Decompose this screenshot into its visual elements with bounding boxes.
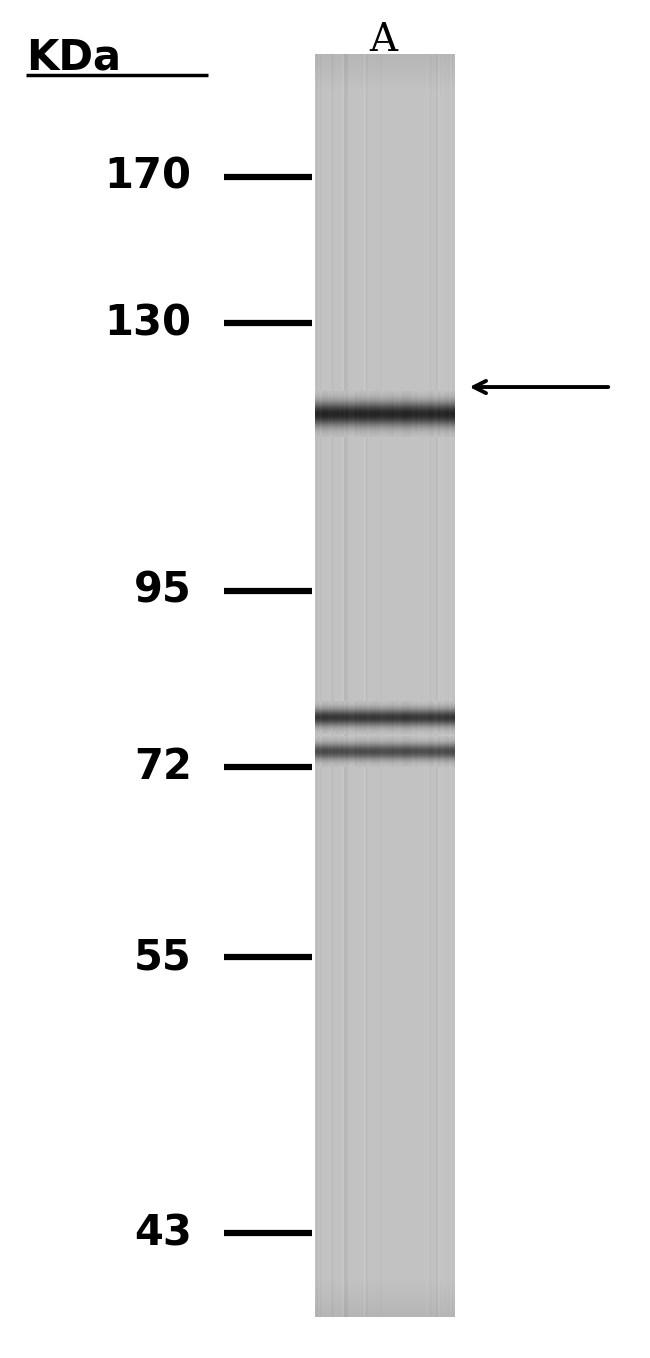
Text: 43: 43 [134,1213,192,1253]
Text: A: A [369,22,398,60]
Text: 95: 95 [134,570,192,611]
Text: 130: 130 [105,303,192,344]
Text: 72: 72 [134,747,192,788]
Text: 170: 170 [105,156,192,197]
Text: 55: 55 [134,937,192,978]
Text: KDa: KDa [26,37,121,77]
